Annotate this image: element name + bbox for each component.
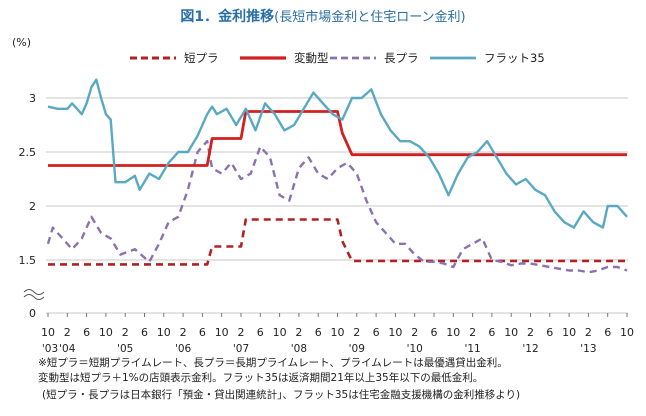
y-tick-label: 3 [29, 92, 36, 105]
series-line-1 [48, 218, 627, 266]
chart-subtitle: (長短市場金利と住宅ローン金利) [274, 10, 466, 25]
x-tick-label: 10 [157, 326, 171, 339]
x-tick-label: 2 [353, 326, 360, 339]
x-tick-label: 2 [180, 326, 187, 339]
legend-label-2: 変動型 [294, 51, 329, 65]
note-line-1: ※短プラ＝短期プライムレート、長プラ＝長期プライムレート、プライムレートは最優遇… [38, 357, 508, 369]
series-line-3 [46, 140, 628, 274]
x-tick-label: 6 [257, 326, 264, 339]
x-tick-label: 10 [99, 326, 113, 339]
x-tick-label: 2 [122, 326, 129, 339]
x-tick-label: 6 [199, 326, 206, 339]
x-tick-label: 10 [388, 326, 402, 339]
x-year-label: '09 [349, 343, 365, 355]
x-tick-label: 6 [431, 326, 438, 339]
x-tick-label: 6 [604, 326, 611, 339]
series-lines [46, 78, 628, 274]
x-year-label: '08 [291, 343, 307, 355]
x-tick-label: 2 [527, 326, 534, 339]
series-line-2 [48, 110, 627, 167]
x-tick-label: 2 [238, 326, 245, 339]
x-tick-label: 6 [315, 326, 322, 339]
x-year-label: '06 [175, 343, 192, 355]
x-tick-label: 2 [64, 326, 71, 339]
chart-title: 図1．金利推移 [180, 9, 275, 25]
x-tick-label: 6 [546, 326, 553, 339]
y-tick-label: 0 [29, 307, 36, 320]
x-year-label: '13 [580, 343, 596, 355]
x-tick-label: 2 [295, 326, 302, 339]
series-line-4 [47, 78, 628, 229]
x-tick-label: 10 [331, 326, 345, 339]
note-line-2: 変動型は短プラ＋1%の店頭表示金利。フラット35は返済期間21年以上35年以下の… [38, 371, 484, 384]
chart-title-block: 図1．金利推移(長短市場金利と住宅ローン金利) [0, 6, 646, 26]
x-year-label: '12 [522, 343, 538, 355]
source-note: (短プラ・長プラは日本銀行「預金・貸出関連統計」、フラット35は住宅金融支援機構… [42, 389, 521, 401]
y-tick-label: 1.5 [19, 254, 37, 267]
x-tick-label: 6 [373, 326, 380, 339]
x-tick-label: 10 [41, 326, 55, 339]
x-year-label: '11 [464, 343, 480, 355]
axes: 01.522.53(%)10 2 6 10 2 6 10 2 6 10 2 6 10 2 6 10 2 6 10 2 6… [12, 36, 634, 355]
x-tick-label: 10 [562, 326, 576, 339]
x-year-label: '03 [42, 343, 58, 355]
x-tick-label: 2 [585, 326, 592, 339]
x-year-label: '05 [117, 343, 133, 355]
legend-label-4: フラット35 [484, 51, 545, 65]
x-tick-label: 10 [273, 326, 287, 339]
axis-break-wave [23, 294, 45, 300]
y-tick-label: 2 [29, 200, 36, 213]
x-tick-label: 6 [488, 326, 495, 339]
legend: 短プラ 変動型 長プラ フラット35 [130, 51, 545, 65]
grid-lines [46, 97, 628, 314]
x-tick-label: 6 [141, 326, 148, 339]
x-tick-label: 2 [469, 326, 476, 339]
axis-break-wave [23, 289, 45, 295]
x-tick-label: 10 [446, 326, 460, 339]
chart-notes: ※短プラ＝短期プライムレート、長プラ＝長期プライムレート、プライムレートは最優遇… [38, 356, 638, 403]
x-tick-label: 10 [215, 326, 229, 339]
legend-label-3: 長プラ [384, 51, 419, 65]
legend-label-1: 短プラ [184, 51, 219, 65]
x-year-label: '10 [407, 343, 423, 355]
x-year-label: '04 [59, 343, 76, 355]
y-axis-unit: (%) [12, 36, 31, 49]
y-tick-label: 2.5 [19, 146, 37, 159]
axis-break-mark [23, 289, 45, 300]
line-chart: 01.522.53(%)10 2 6 10 2 6 10 2 6 10 2 6 10 2 6 10 2 6 10 2 6… [12, 36, 634, 355]
x-tick-label: 10 [620, 326, 634, 339]
x-year-label: '07 [233, 343, 249, 355]
x-tick-label: 10 [504, 326, 518, 339]
x-tick-label: 6 [83, 326, 90, 339]
x-tick-label: 2 [411, 326, 418, 339]
